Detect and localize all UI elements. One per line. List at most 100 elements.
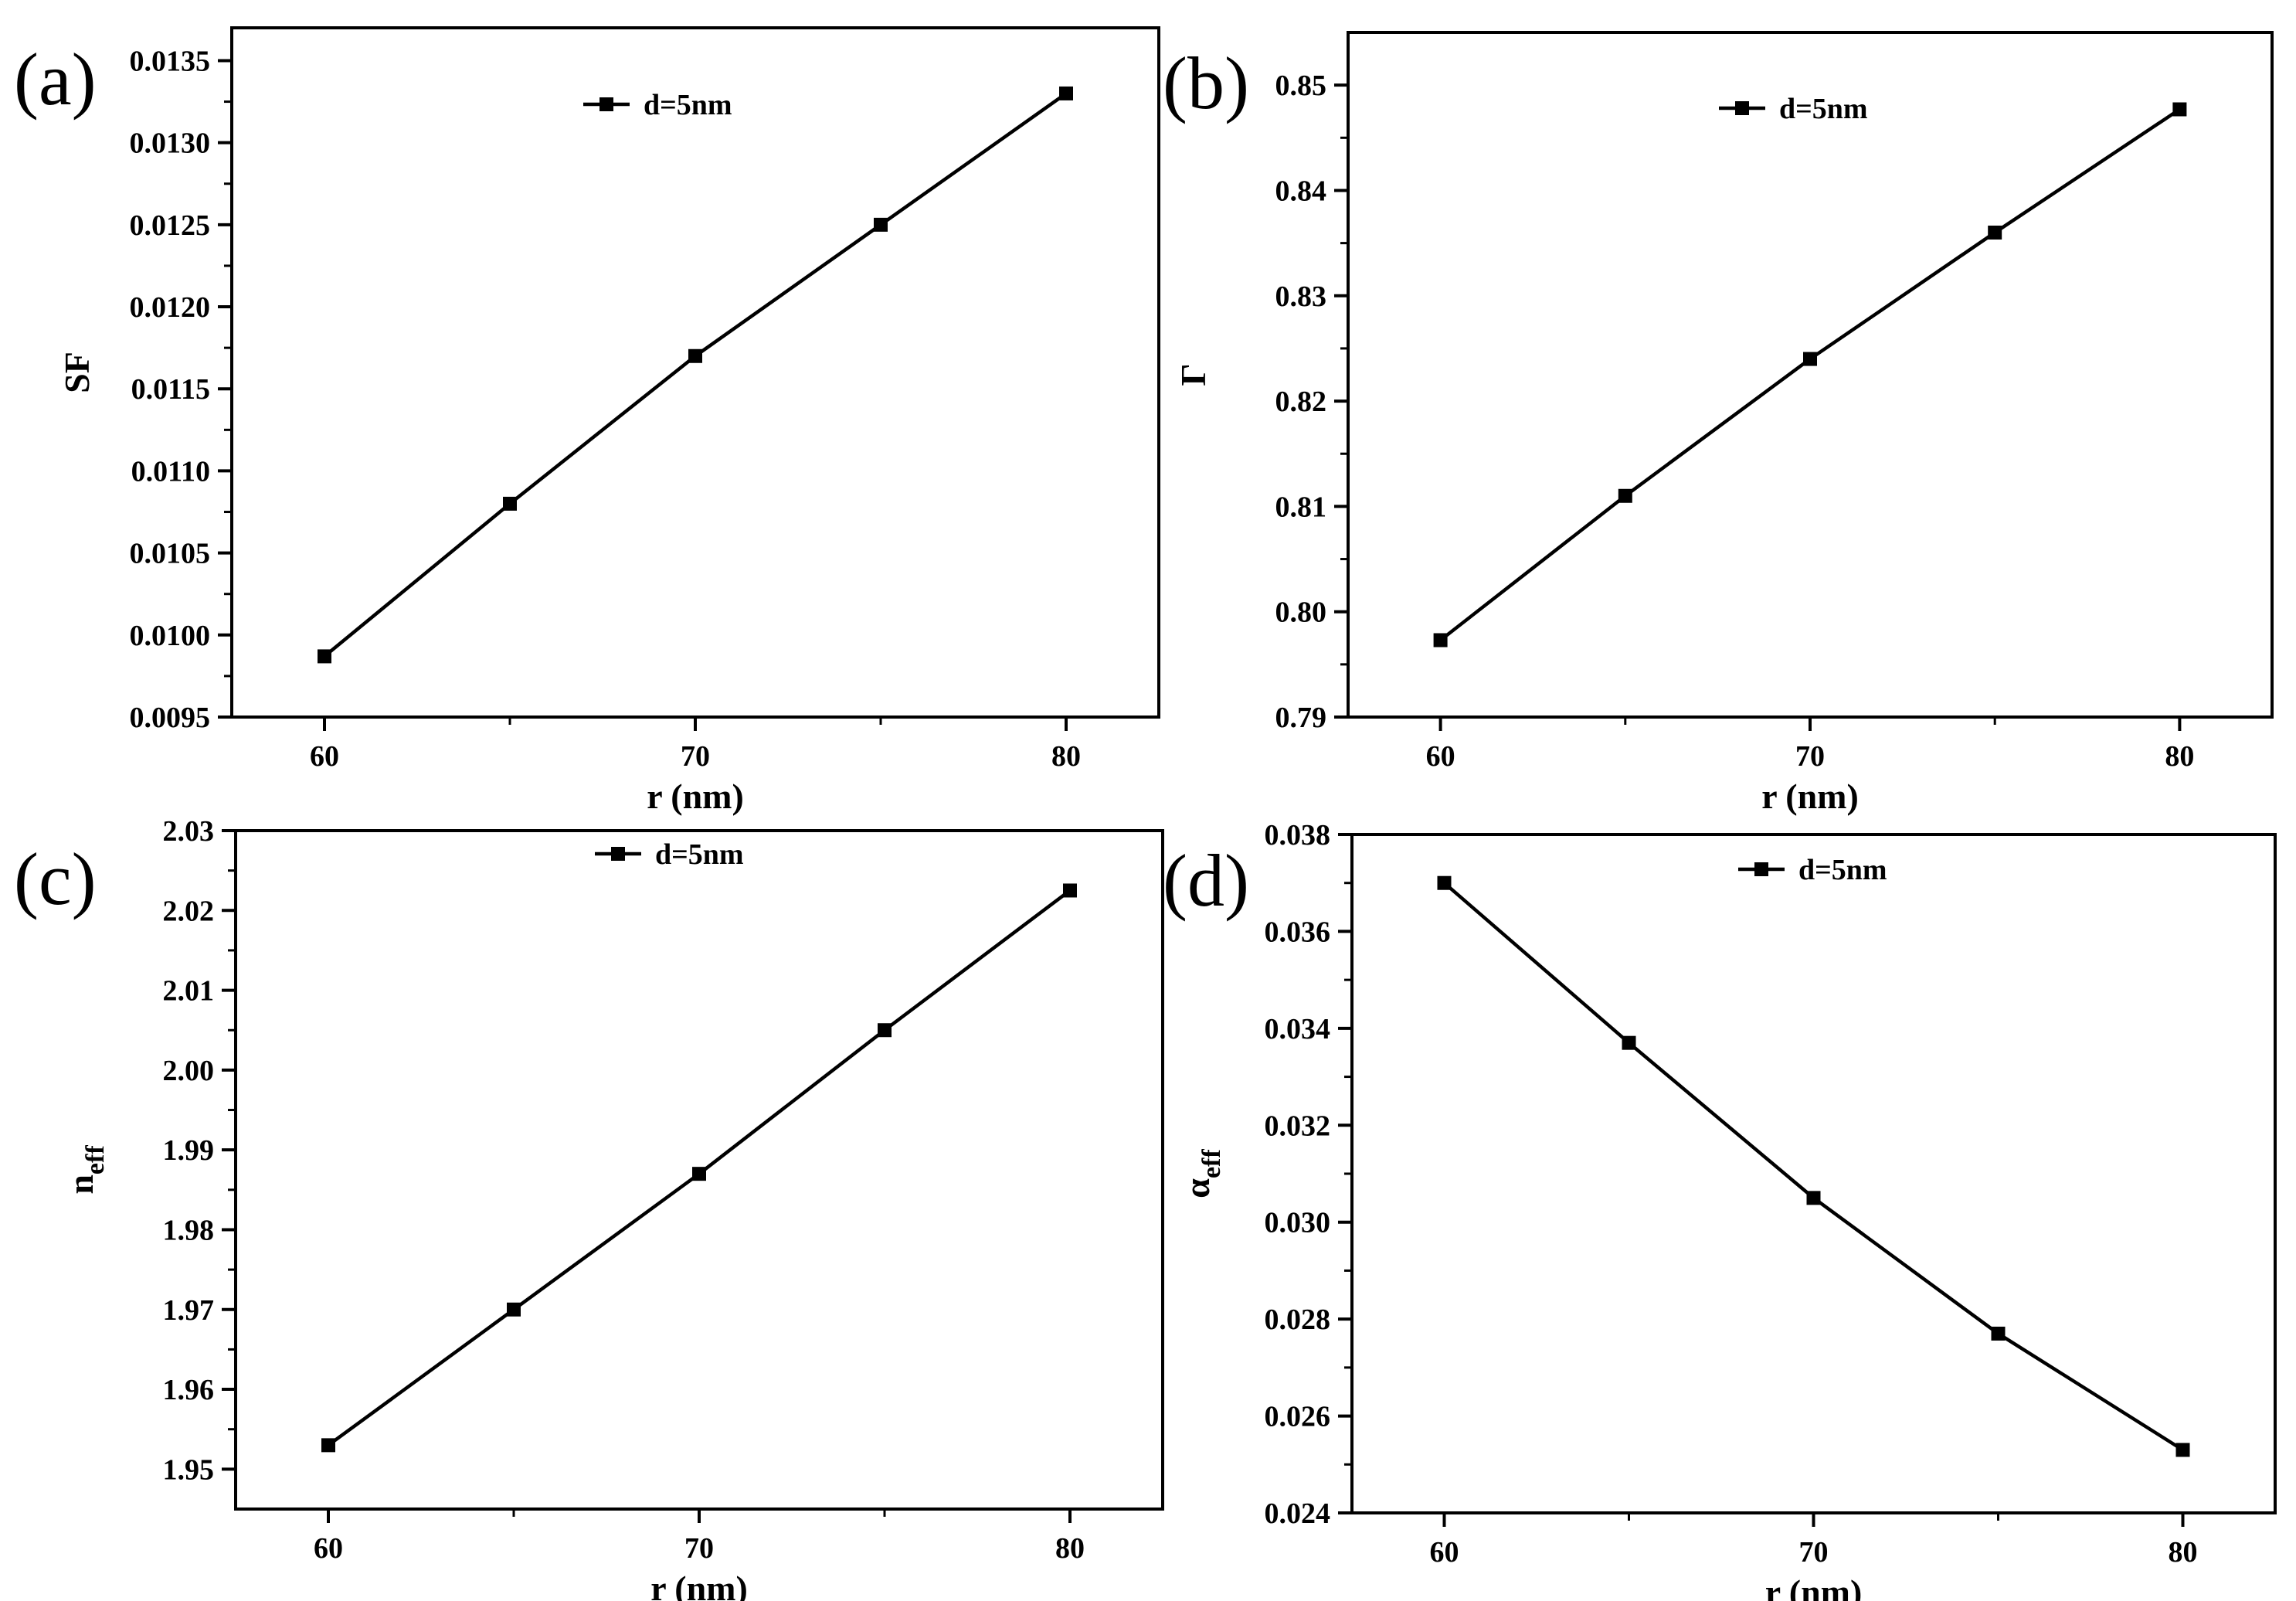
y-tick-label: 1.98 bbox=[163, 1214, 215, 1246]
y-tick-label: 0.0130 bbox=[130, 127, 211, 160]
y-axis-label: αeff bbox=[1177, 1149, 1226, 1198]
y-tick-label: 0.82 bbox=[1275, 386, 1327, 418]
y-tick-label: 0.0125 bbox=[130, 209, 211, 242]
y-axis-label: neff bbox=[61, 1145, 110, 1195]
legend-marker bbox=[599, 97, 613, 111]
y-tick-label: 0.026 bbox=[1265, 1401, 1331, 1433]
panel-1: 0.0095 0.0100 0.0105 0.0110 0.0115 0.0120 0.01… bbox=[14, 26, 1160, 816]
x-tick-label: 80 bbox=[1051, 740, 1081, 773]
y-tick-label: 0.85 bbox=[1275, 70, 1327, 102]
y-tick-label: 0.032 bbox=[1265, 1110, 1331, 1142]
y-tick-label: 2.03 bbox=[163, 815, 215, 848]
panel-3: 1.95 1.96 1.97 1.98 1.99 2.00 2.01 2.02 2.03 60 70… bbox=[14, 815, 1164, 1601]
data-point bbox=[1622, 1035, 1636, 1050]
y-tick-label: 0.83 bbox=[1275, 280, 1327, 313]
panel-tag: (d) bbox=[1163, 839, 1249, 922]
data-point bbox=[321, 1438, 335, 1453]
x-axis-label: r (nm) bbox=[1765, 1572, 1863, 1601]
y-tick-label: 0.0095 bbox=[130, 702, 211, 734]
y-axis-label-main: n bbox=[61, 1174, 100, 1195]
x-tick-label: 60 bbox=[1426, 740, 1455, 773]
x-tick-label: 60 bbox=[314, 1532, 343, 1565]
data-point bbox=[1618, 488, 1632, 503]
panel-2: 0.79 0.80 0.81 0.82 0.83 0.84 0.85 60 70 80 r (nm)… bbox=[1163, 31, 2274, 816]
y-axis-label-subscript: eff bbox=[81, 1145, 110, 1174]
x-tick-label: 70 bbox=[1799, 1536, 1829, 1569]
y-tick-label: 0.028 bbox=[1265, 1304, 1331, 1336]
data-point bbox=[692, 1167, 706, 1181]
y-axis-label: Γ bbox=[1173, 363, 1213, 386]
data-point bbox=[2175, 1443, 2190, 1457]
y-tick-label: 2.00 bbox=[163, 1055, 215, 1087]
x-tick-label: 80 bbox=[2165, 740, 2194, 773]
data-point bbox=[1806, 1191, 1821, 1205]
y-tick-label: 2.01 bbox=[163, 975, 215, 1008]
x-tick-label: 80 bbox=[1055, 1532, 1085, 1565]
legend-label: d=5nm bbox=[1779, 93, 1868, 125]
panel-4: 0.024 0.026 0.028 0.030 0.032 0.034 0.036 0.038… bbox=[1163, 819, 2277, 1601]
y-axis-label: SF bbox=[57, 352, 97, 393]
y-axis-label-main: α bbox=[1177, 1178, 1217, 1198]
plot-frame bbox=[230, 26, 1160, 719]
data-point bbox=[1059, 86, 1073, 100]
y-tick-label: 0.80 bbox=[1275, 597, 1327, 629]
y-axis-label-main: SF bbox=[57, 352, 97, 393]
x-axis-label: r (nm) bbox=[647, 777, 744, 816]
data-point bbox=[503, 496, 517, 511]
panel-tag: (c) bbox=[14, 838, 97, 920]
plot-frame bbox=[1350, 833, 2277, 1514]
x-tick-label: 60 bbox=[310, 740, 339, 773]
series-line bbox=[1439, 107, 2181, 642]
x-tick-label: 60 bbox=[1430, 1536, 1459, 1569]
y-tick-label: 1.95 bbox=[163, 1453, 215, 1486]
data-point bbox=[1437, 875, 1452, 890]
y-tick-label: 0.0135 bbox=[130, 45, 211, 77]
y-tick-label: 0.0115 bbox=[131, 373, 210, 406]
legend-label: d=5nm bbox=[644, 89, 732, 121]
legend-label: d=5nm bbox=[1798, 854, 1887, 886]
legend-marker bbox=[1754, 862, 1768, 876]
panel-tag: (b) bbox=[1163, 42, 1249, 124]
y-tick-label: 0.0105 bbox=[130, 538, 211, 570]
y-tick-label: 0.030 bbox=[1265, 1207, 1331, 1239]
y-tick-label: 0.81 bbox=[1275, 491, 1327, 523]
y-tick-label: 0.0110 bbox=[131, 455, 210, 488]
data-point bbox=[2172, 102, 2187, 117]
y-tick-label: 1.96 bbox=[163, 1374, 215, 1406]
legend-marker bbox=[1735, 101, 1749, 115]
x-tick-label: 70 bbox=[1795, 740, 1825, 773]
y-tick-label: 2.02 bbox=[163, 895, 215, 927]
data-point bbox=[874, 217, 888, 232]
y-tick-label: 0.0120 bbox=[130, 291, 211, 324]
y-tick-label: 0.0100 bbox=[130, 620, 211, 652]
data-point bbox=[507, 1302, 521, 1317]
y-tick-label: 1.99 bbox=[163, 1134, 215, 1167]
x-axis-label: r (nm) bbox=[650, 1569, 748, 1601]
legend-label: d=5nm bbox=[655, 838, 744, 871]
y-tick-label: 0.84 bbox=[1275, 175, 1327, 207]
data-point bbox=[1803, 352, 1817, 366]
y-tick-label: 1.97 bbox=[163, 1294, 215, 1327]
plot-frame bbox=[1347, 31, 2274, 719]
y-tick-label: 0.038 bbox=[1265, 819, 1331, 851]
data-point bbox=[1991, 1326, 2006, 1341]
data-point bbox=[318, 649, 331, 664]
panel-tag: (a) bbox=[14, 38, 97, 121]
x-tick-label: 80 bbox=[2169, 1536, 2198, 1569]
y-tick-label: 0.79 bbox=[1275, 702, 1327, 734]
y-tick-label: 0.024 bbox=[1265, 1497, 1331, 1530]
y-axis-label-subscript: eff bbox=[1197, 1149, 1226, 1178]
data-point bbox=[878, 1023, 892, 1038]
data-point bbox=[688, 348, 702, 363]
y-tick-label: 0.034 bbox=[1265, 1013, 1331, 1045]
x-tick-label: 70 bbox=[681, 740, 710, 773]
y-axis-label-main: Γ bbox=[1173, 363, 1213, 386]
data-point bbox=[1988, 225, 2002, 240]
y-tick-label: 0.036 bbox=[1265, 916, 1331, 948]
x-tick-label: 70 bbox=[684, 1532, 714, 1565]
series-line bbox=[323, 92, 1068, 658]
data-point bbox=[1433, 633, 1448, 648]
series-line bbox=[1443, 882, 2184, 1452]
x-axis-label: r (nm) bbox=[1761, 777, 1859, 816]
